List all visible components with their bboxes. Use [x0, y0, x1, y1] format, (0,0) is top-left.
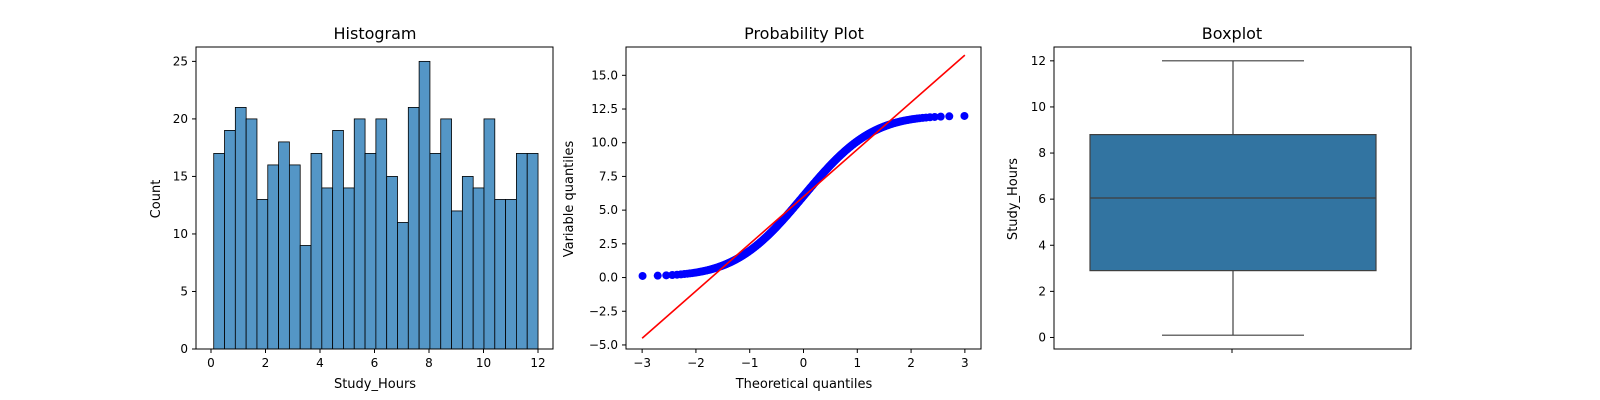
histogram-y-label: Count: [149, 180, 164, 219]
y-tick-label: 12.5: [591, 102, 618, 116]
histogram-title: Histogram: [334, 24, 417, 43]
x-tick-label: 12: [530, 356, 545, 370]
probplot-y-ticks: −5.0 −2.5 0.0 2.5 5.0 7.5 10.0 12.5 15.0: [589, 68, 626, 352]
boxplot-box: [1089, 134, 1377, 272]
histogram-bar: [407, 107, 420, 350]
histogram-bar: [472, 187, 485, 350]
probplot-title: Probability Plot: [744, 24, 864, 43]
y-tick-label: −5.0: [589, 338, 618, 352]
x-tick-label: 4: [316, 356, 324, 370]
boxplot-panel: Boxplot 0 2 4 6 8 10 12 Study_Hours: [1006, 24, 1412, 353]
histogram-bar: [343, 187, 355, 350]
y-tick-label: 25: [173, 54, 188, 68]
y-tick-label: 6: [1038, 192, 1046, 206]
histogram-bar: [310, 153, 323, 350]
x-tick-label: 8: [425, 356, 433, 370]
histogram-bar: [321, 187, 334, 350]
y-tick-label: 5.0: [599, 203, 618, 217]
x-tick-label: 1: [853, 356, 861, 370]
y-tick-label: 15.0: [591, 68, 618, 82]
y-tick-label: 12: [1031, 54, 1046, 68]
probability-plot-panel: Probability Plot −3 −2 −1 0 1 2 3 −5.0 −2.5 0.0 2…: [562, 24, 982, 392]
histogram-y-ticks: 0 5 10 15 20 25: [173, 54, 196, 356]
probplot-point: [930, 112, 939, 121]
histogram-bar: [245, 118, 258, 350]
probplot-point: [638, 271, 647, 280]
histogram-bar: [213, 153, 225, 350]
histogram-bar: [418, 60, 431, 350]
boxplot-box-group: [1089, 60, 1377, 336]
probplot-fit-line: [641, 54, 966, 339]
x-tick-label: −1: [741, 356, 759, 370]
histogram-bar: [451, 210, 463, 350]
histogram-bar: [429, 153, 442, 350]
y-tick-label: 0.0: [599, 271, 618, 285]
x-tick-label: 3: [961, 356, 969, 370]
probplot-y-label: Variable quantiles: [562, 140, 577, 257]
x-tick-label: 0: [800, 356, 808, 370]
boxplot-title: Boxplot: [1202, 24, 1262, 43]
histogram-bar: [288, 164, 301, 350]
histogram-bars: [213, 60, 539, 350]
x-tick-label: 2: [262, 356, 270, 370]
y-tick-label: −2.5: [589, 304, 618, 318]
histogram-bar: [526, 153, 539, 350]
histogram-bar: [353, 118, 366, 350]
y-tick-label: 2: [1038, 284, 1046, 298]
histogram-bar: [364, 153, 377, 350]
x-tick-label: 0: [207, 356, 215, 370]
histogram-bar: [494, 199, 507, 350]
boxplot-y-ticks: 0 2 4 6 8 10 12: [1031, 54, 1054, 344]
y-tick-label: 20: [173, 112, 188, 126]
x-tick-label: 2: [907, 356, 915, 370]
histogram-x-label: Study_Hours: [334, 377, 416, 392]
histogram-bar: [256, 199, 269, 350]
probplot-x-ticks: −3 −2 −1 0 1 2 3: [633, 349, 969, 370]
x-tick-label: 6: [371, 356, 379, 370]
histogram-bar: [516, 153, 528, 350]
x-tick-label: 10: [476, 356, 491, 370]
histogram-panel: Histogram 0 2 4 6 8 10 12 0 5 10 15 20 25 Study_Hou…: [149, 24, 554, 392]
histogram-bar: [483, 118, 496, 350]
probplot-point: [945, 112, 954, 121]
histogram-bar: [332, 130, 344, 350]
boxplot-y-label: Study_Hours: [1006, 158, 1021, 240]
probplot-point: [936, 112, 945, 121]
y-tick-label: 7.5: [599, 169, 618, 183]
histogram-bar: [386, 176, 398, 350]
histogram-bar: [278, 141, 290, 350]
histogram-x-ticks: 0 2 4 6 8 10 12: [207, 349, 546, 370]
y-tick-label: 4: [1038, 238, 1046, 252]
probplot-x-label: Theoretical quantiles: [735, 377, 873, 392]
y-tick-label: 0: [1038, 330, 1046, 344]
histogram-bar: [299, 245, 312, 350]
y-tick-label: 10: [173, 227, 188, 241]
histogram-bar: [397, 222, 409, 350]
y-tick-label: 8: [1038, 146, 1046, 160]
probplot-point: [662, 271, 671, 280]
histogram-bar: [375, 118, 388, 350]
y-tick-label: 10.0: [591, 136, 618, 150]
y-tick-label: 0: [180, 342, 188, 356]
probplot-point: [653, 271, 662, 280]
histogram-bar: [224, 130, 236, 350]
histogram-bar: [461, 176, 474, 350]
histogram-bar: [267, 164, 279, 350]
y-tick-label: 15: [173, 169, 188, 183]
x-tick-label: −3: [633, 356, 651, 370]
y-tick-label: 2.5: [599, 237, 618, 251]
histogram-bar: [234, 107, 247, 350]
y-tick-label: 10: [1031, 100, 1046, 114]
x-tick-label: −2: [687, 356, 705, 370]
y-tick-label: 5: [180, 284, 188, 298]
histogram-bar: [505, 199, 517, 350]
probplot-point: [960, 111, 969, 120]
histogram-bar: [440, 118, 452, 350]
